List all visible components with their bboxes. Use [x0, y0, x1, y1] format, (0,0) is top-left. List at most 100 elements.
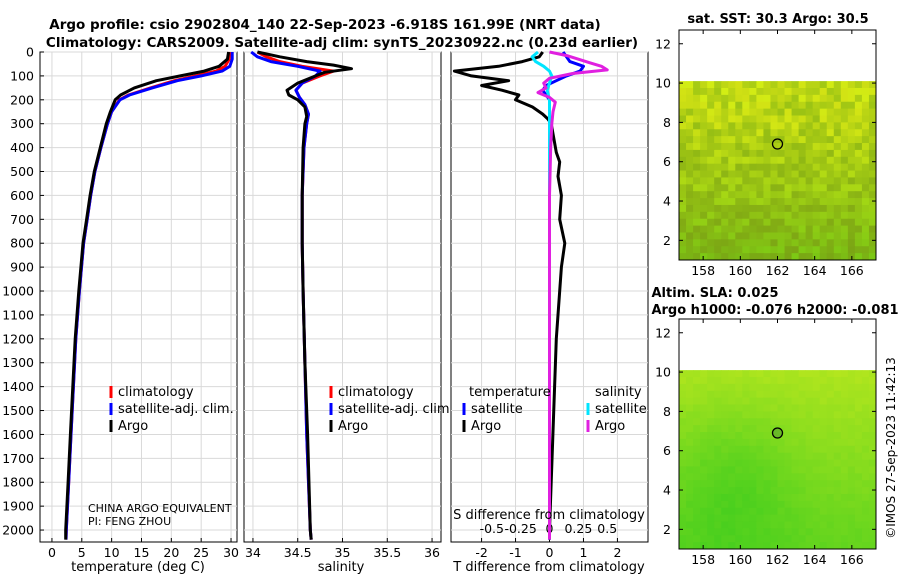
- map-cell: [819, 143, 828, 151]
- x-tick-label: 164: [803, 263, 827, 278]
- map-cell: [686, 418, 694, 426]
- map-cell: [791, 163, 800, 171]
- map-cell: [777, 108, 785, 116]
- map-cell: [861, 101, 870, 110]
- map-cell: [686, 177, 694, 185]
- map-cell: [868, 493, 877, 502]
- map-cell: [854, 156, 863, 165]
- map-cell: [805, 528, 814, 536]
- map-cell: [833, 411, 842, 419]
- map-cell: [812, 487, 821, 495]
- map-cell: [798, 376, 807, 385]
- map-cell: [735, 383, 743, 392]
- map-cell: [791, 397, 800, 405]
- map-cell: [784, 94, 792, 103]
- map-cell: [749, 473, 757, 481]
- map-cell: [854, 108, 863, 116]
- map-cell: [749, 425, 757, 433]
- map-cell: [833, 122, 842, 130]
- map-cell: [770, 411, 778, 419]
- map-cell: [728, 438, 736, 447]
- map-cell: [721, 487, 729, 495]
- x-tick-label: 15: [134, 545, 150, 560]
- map-cell: [777, 87, 785, 96]
- map-cell: [805, 390, 814, 399]
- map-cell: [784, 218, 792, 226]
- map-cell: [854, 432, 863, 440]
- map-cell: [770, 370, 778, 378]
- map-cell: [840, 459, 849, 467]
- map-cell: [833, 376, 842, 385]
- map-cell: [707, 191, 715, 199]
- map-cell: [763, 452, 771, 460]
- map-cell: [798, 184, 807, 192]
- salinity-panel: 34 34.5 35 35.5 36 salinity climatology sate…: [243, 50, 454, 575]
- map-cell: [742, 404, 750, 412]
- map-cell: [826, 390, 835, 399]
- map-cell: [714, 218, 722, 226]
- map-cell: [742, 452, 750, 460]
- map-cell: [854, 445, 863, 454]
- map-cell: [749, 163, 757, 171]
- map-cell: [777, 370, 785, 378]
- temperature-difference-xlabel: T difference from climatology: [452, 560, 645, 575]
- map-cell: [686, 101, 694, 110]
- map-cell: [798, 136, 807, 144]
- map-cell: [798, 253, 807, 261]
- map-cell: [812, 404, 821, 412]
- map-cell: [686, 397, 694, 405]
- map-cell: [840, 507, 849, 515]
- map-cell: [686, 528, 694, 536]
- map-cell: [707, 143, 715, 151]
- map-cell: [833, 487, 842, 495]
- map-cell: [742, 170, 750, 178]
- map-cell: [756, 94, 764, 103]
- map-cell: [735, 156, 743, 165]
- map-cell: [840, 370, 849, 378]
- map-cell: [721, 404, 729, 412]
- map-cell: [777, 170, 785, 178]
- map-cell: [784, 542, 792, 550]
- map-cell: [735, 425, 743, 433]
- map-cell: [686, 383, 694, 392]
- map-cell: [721, 445, 729, 454]
- map-cell: [707, 81, 715, 89]
- map-cell: [679, 397, 687, 405]
- map-cell: [756, 383, 764, 392]
- map-cell: [686, 521, 694, 529]
- map-cell: [812, 480, 821, 488]
- s-tick-label: -0.5: [480, 521, 504, 536]
- map-cell: [805, 459, 814, 467]
- map-cell: [847, 246, 856, 254]
- map-cell: [686, 184, 694, 192]
- map-cell: [812, 507, 821, 515]
- map-cell: [770, 376, 778, 385]
- map-cell: [763, 149, 771, 158]
- map-cell: [721, 204, 729, 213]
- map-cell: [721, 170, 729, 178]
- map-cell: [721, 432, 729, 440]
- map-cell: [812, 432, 821, 440]
- map-cell: [833, 143, 842, 151]
- map-cell: [868, 507, 877, 515]
- map-cell: [777, 500, 785, 509]
- map-cell: [714, 493, 722, 502]
- map-cell: [763, 390, 771, 399]
- map-cell: [693, 101, 701, 110]
- map-cell: [840, 383, 849, 392]
- map-cell: [721, 122, 729, 130]
- map-cell: [798, 390, 807, 399]
- map-cell: [833, 480, 842, 488]
- map-cell: [833, 493, 842, 502]
- map-cell: [840, 204, 849, 213]
- map-cell: [826, 480, 835, 488]
- map-cell: [714, 81, 722, 89]
- map-cell: [742, 108, 750, 116]
- map-cell: [679, 438, 687, 447]
- map-cell: [868, 418, 877, 426]
- map-cell: [721, 149, 729, 158]
- map-cell: [707, 466, 715, 474]
- map-cell: [805, 108, 814, 116]
- map-cell: [868, 466, 877, 474]
- map-cell: [763, 170, 771, 178]
